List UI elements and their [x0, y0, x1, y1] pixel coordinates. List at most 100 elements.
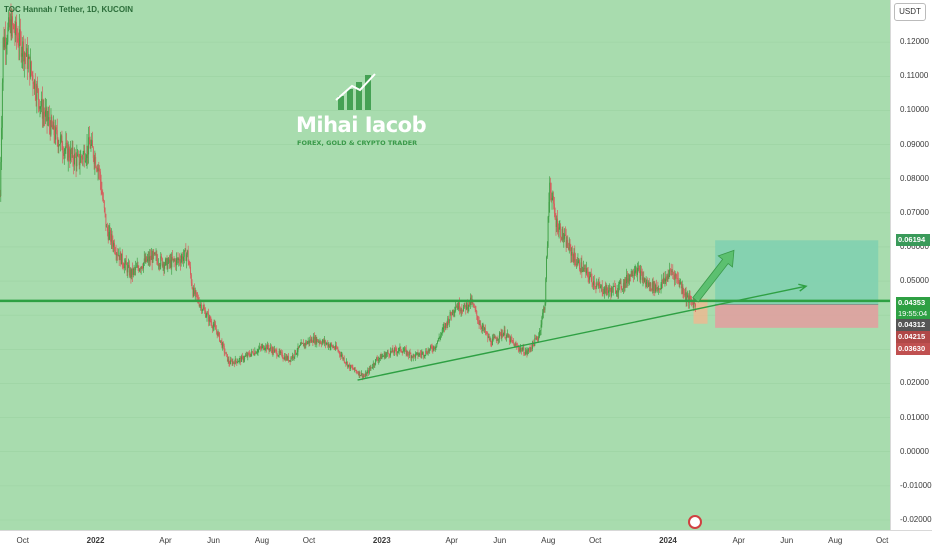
- candle-body: [184, 251, 185, 257]
- candle-body: [340, 354, 341, 356]
- candle-body: [664, 278, 665, 282]
- candle-body: [605, 287, 606, 293]
- candle-body: [174, 260, 175, 261]
- candle-body: [152, 256, 153, 263]
- candle-body: [617, 290, 618, 292]
- candle-body: [327, 343, 328, 347]
- candle-body: [116, 254, 117, 256]
- candle-body: [210, 321, 211, 323]
- candle-body: [290, 360, 291, 361]
- candle-body: [677, 278, 678, 279]
- candle-body: [284, 356, 285, 359]
- candle-body: [530, 349, 531, 350]
- candle-body: [105, 208, 106, 214]
- candle-body: [19, 29, 20, 46]
- candle-body: [80, 156, 81, 162]
- candle-body: [26, 48, 27, 56]
- candle-body: [463, 307, 464, 311]
- candle-body: [625, 279, 626, 288]
- candle-body: [12, 16, 13, 25]
- candle-body: [276, 350, 277, 351]
- candle-body: [192, 283, 193, 288]
- candle-body: [675, 275, 676, 276]
- candle-body: [537, 338, 538, 339]
- candle-body: [461, 309, 462, 311]
- candle-body: [454, 311, 455, 312]
- candle-body: [295, 350, 296, 354]
- candle-body: [260, 347, 261, 348]
- candle-body: [87, 146, 88, 158]
- candle-body: [429, 349, 430, 352]
- candle-body: [625, 279, 626, 283]
- candle-body: [410, 352, 411, 354]
- price-tick-label: 0.00000: [900, 447, 929, 456]
- candle-body: [380, 355, 381, 358]
- candle-body: [657, 288, 658, 289]
- candle-body: [194, 288, 195, 294]
- time-tick-label: Oct: [303, 536, 315, 545]
- candle-body: [609, 288, 610, 291]
- candle-body: [386, 353, 387, 354]
- tradingview-logo-icon[interactable]: [688, 515, 702, 529]
- candle-body: [71, 149, 72, 154]
- candle-body: [673, 274, 674, 275]
- candle-body: [434, 346, 435, 348]
- candle-body: [185, 249, 186, 260]
- candle-body: [694, 303, 695, 304]
- candle-body: [0, 162, 1, 196]
- candle-body: [588, 276, 589, 279]
- candle-body: [344, 358, 345, 362]
- candle-body: [263, 345, 264, 349]
- candle-body: [345, 363, 346, 364]
- chart-plot-area[interactable]: [0, 0, 890, 530]
- candle-body: [502, 334, 503, 336]
- candle-body: [22, 41, 23, 53]
- candle-body: [199, 302, 200, 306]
- candle-body: [694, 303, 695, 307]
- candle-body: [451, 315, 452, 316]
- candle-body: [127, 265, 128, 272]
- candle-body: [245, 356, 246, 357]
- candle-body: [617, 290, 618, 292]
- candle-body: [430, 346, 431, 349]
- price-tick-label: -0.02000: [900, 515, 932, 524]
- candle-body: [294, 350, 295, 356]
- candle-body: [266, 345, 267, 349]
- candle-body: [645, 278, 646, 283]
- candle-body: [166, 258, 167, 259]
- candle-body: [287, 356, 288, 359]
- candle-body: [81, 156, 82, 158]
- candle-body: [516, 344, 517, 345]
- candle-body: [652, 282, 653, 290]
- candle-body: [225, 352, 226, 353]
- candle-body: [438, 338, 439, 341]
- candle-body: [379, 358, 380, 359]
- candle-body: [269, 348, 270, 350]
- candle-body: [584, 268, 585, 269]
- candle-body: [411, 356, 412, 358]
- candle-body: [174, 259, 175, 261]
- candle-body: [568, 247, 569, 250]
- candle-body: [529, 349, 530, 350]
- candle-body: [497, 340, 498, 341]
- candle-body: [276, 351, 277, 356]
- candle-body: [188, 251, 189, 262]
- candle-body: [532, 341, 533, 348]
- candle-body: [129, 265, 130, 275]
- candle-body: [616, 293, 617, 294]
- candle-body: [447, 318, 448, 325]
- candle-body: [356, 371, 357, 373]
- candle-body: [563, 229, 564, 240]
- candle-body: [530, 348, 531, 349]
- candle-body: [367, 372, 368, 376]
- candle-body: [560, 227, 561, 238]
- candle-body: [126, 260, 127, 265]
- currency-button[interactable]: USDT: [894, 3, 926, 21]
- candle-body: [359, 372, 360, 375]
- candle-body: [114, 243, 115, 251]
- candle-body: [462, 311, 463, 312]
- candle-body: [15, 22, 16, 35]
- candle-body: [93, 148, 94, 158]
